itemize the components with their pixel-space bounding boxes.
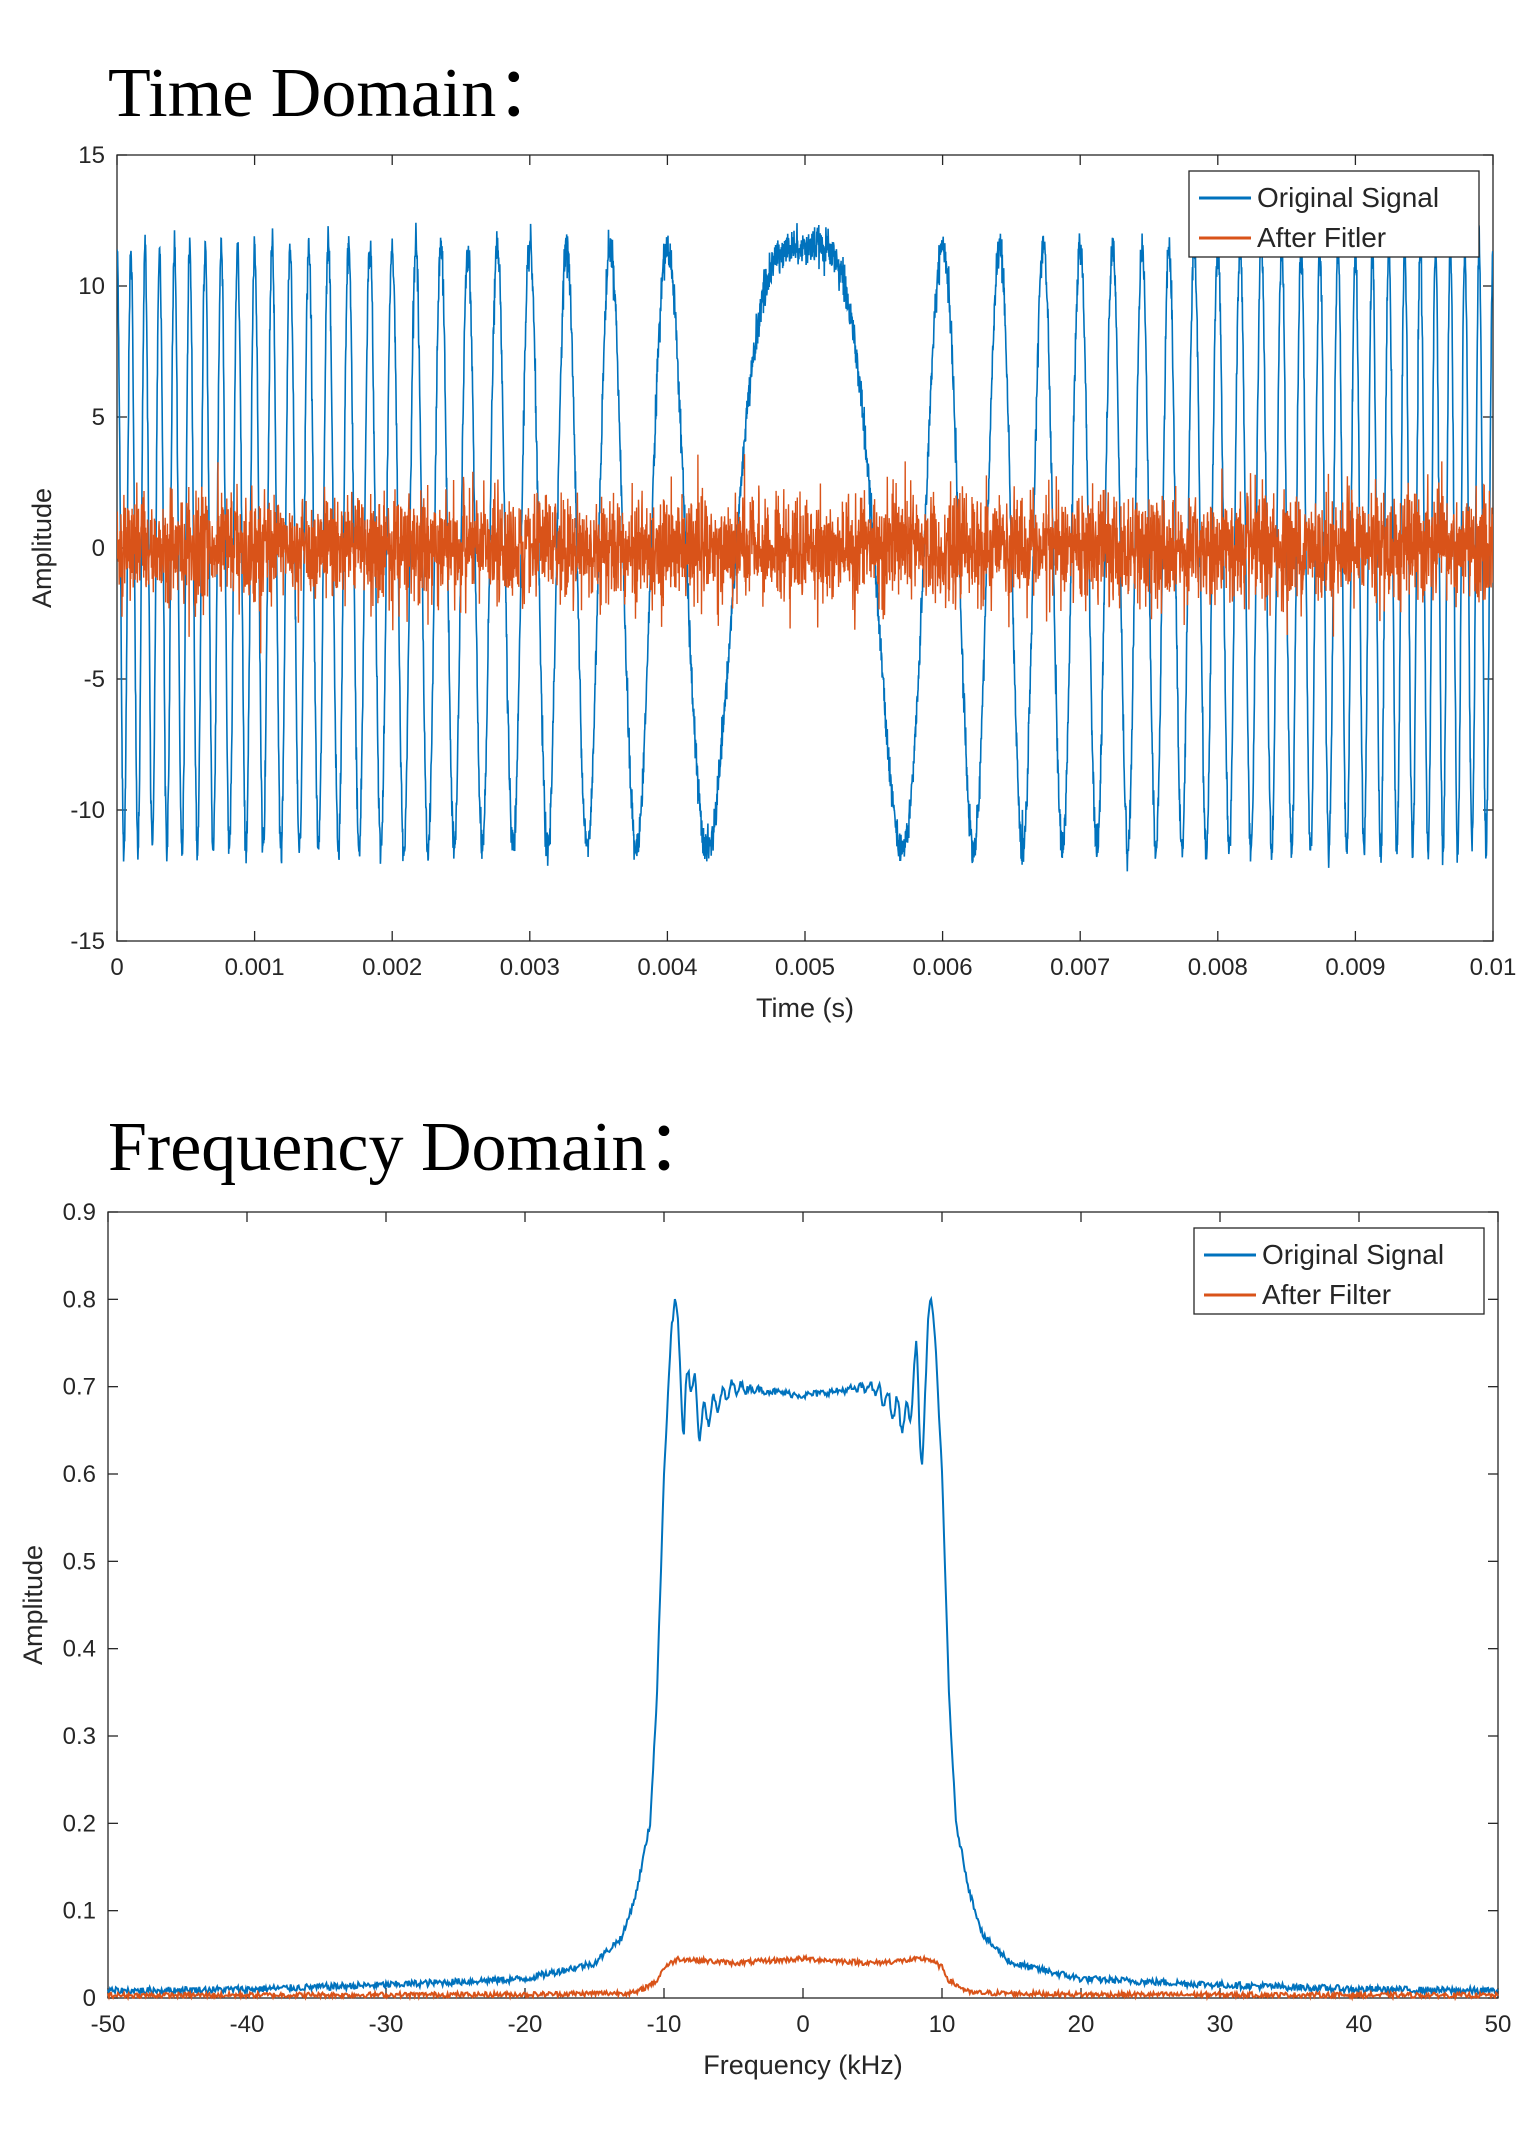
y-tick-label: 0.5 (63, 1548, 96, 1575)
x-tick-label: -50 (91, 2011, 126, 2038)
y-tick-label: 0.3 (63, 1723, 96, 1750)
time-domain-heading: Time Domain： (108, 55, 567, 132)
x-tick-label: 10 (929, 2011, 956, 2038)
legend-box (1188, 170, 1480, 258)
y-tick-label: 15 (78, 142, 105, 169)
y-tick-label: 5 (92, 404, 105, 431)
y-tick-label: -10 (70, 797, 105, 824)
x-tick-label: -20 (508, 2011, 543, 2038)
x-tick-label: 0.007 (1050, 954, 1110, 981)
time-domain-chart: 0 0.001 0.002 0.003 0.004 0.005 0.006 0.007 0.00… (27, 142, 1517, 1023)
x-tick-label: 0.001 (225, 954, 285, 981)
x-tick-label: 0.01 (1470, 954, 1517, 981)
x-tick-label: 0.006 (913, 954, 973, 981)
y-tick-label: -15 (70, 928, 105, 955)
legend-label: Original Signal (1262, 1239, 1444, 1270)
legend: Original Signal After Fitler (1188, 170, 1480, 258)
legend: Original Signal After Filter (1193, 1227, 1485, 1315)
x-tick-label: 50 (1485, 2011, 1512, 2038)
y-tick-label: 0.7 (63, 1374, 96, 1401)
y-tick-label: 0 (92, 535, 105, 562)
x-axis-label: Frequency (kHz) (703, 2050, 903, 2080)
x-tick-label: -30 (369, 2011, 404, 2038)
x-tick-label: 0.003 (500, 954, 560, 981)
series-line-original-signal (107, 1295, 1499, 1998)
x-tick-label: 30 (1207, 2011, 1234, 2038)
series-line-original-signal (117, 215, 1493, 872)
y-tick-label: 0.2 (63, 1810, 96, 1837)
x-tick-label: 0.009 (1325, 954, 1385, 981)
y-tick-label: 0.8 (63, 1286, 96, 1313)
legend-box (1193, 1227, 1485, 1315)
y-tick-label: 0.9 (63, 1199, 96, 1226)
frequency-domain-heading: Frequency Domain： (108, 1109, 717, 1186)
x-tick-label: 40 (1346, 2011, 1373, 2038)
legend-label: After Filter (1262, 1279, 1391, 1310)
y-axis-label: Amplitude (27, 488, 57, 608)
x-tick-label: 0.008 (1188, 954, 1248, 981)
plot-frame (107, 1211, 1499, 1999)
x-tick-label: -40 (230, 2011, 265, 2038)
x-axis-label: Time (s) (756, 993, 854, 1023)
y-tick-label: -5 (84, 666, 105, 693)
series-line-after-filter (117, 454, 1493, 654)
x-tick-label: 0.005 (775, 954, 835, 981)
y-tick-label: 0.4 (63, 1636, 96, 1663)
y-tick-label: 0.6 (63, 1461, 96, 1488)
x-tick-label: 0 (110, 954, 123, 981)
y-tick-label: 0 (83, 1985, 96, 2012)
legend-label: After Fitler (1257, 222, 1386, 253)
y-tick-label: 10 (78, 273, 105, 300)
x-tick-label: 0.002 (362, 954, 422, 981)
series-line-after-filter (107, 1953, 1499, 2002)
x-tick-label: -10 (647, 2011, 682, 2038)
legend-label: Original Signal (1257, 182, 1439, 213)
x-tick-label: 0 (796, 2011, 809, 2038)
y-axis-label: Amplitude (18, 1545, 48, 1665)
x-tick-label: 20 (1068, 2011, 1095, 2038)
x-tick-label: 0.004 (637, 954, 697, 981)
frequency-domain-chart: -50 -40 -30 -20 -10 0 10 20 30 40 50 0 0.1 0.2 0.3 0.4 0… (18, 1199, 1512, 2080)
y-tick-label: 0.1 (63, 1898, 96, 1925)
